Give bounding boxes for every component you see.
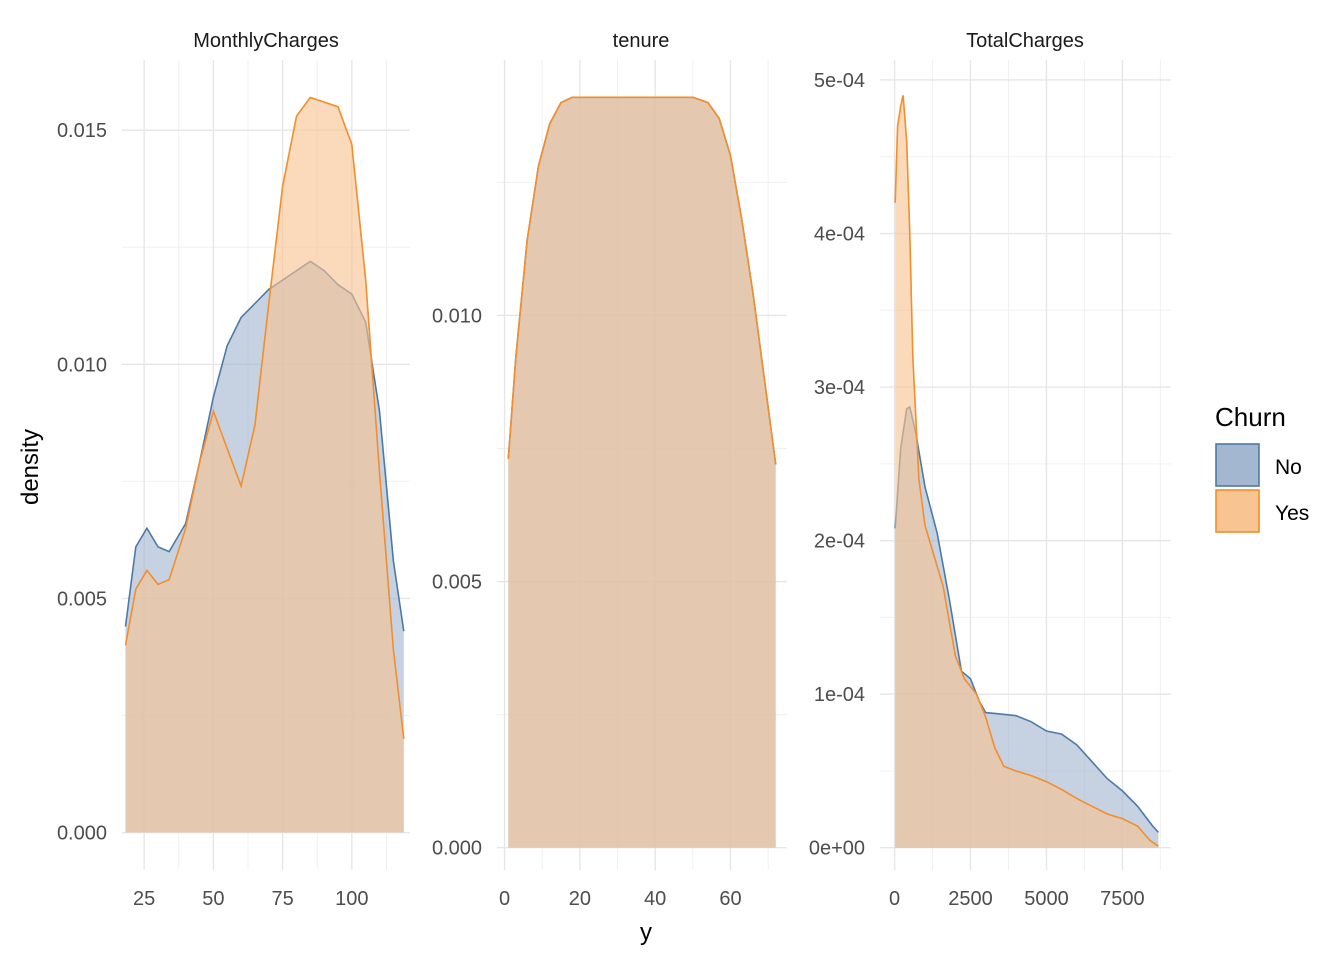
- density-line-yes: [894, 95, 1159, 847]
- x-tick-label: 5000: [1024, 888, 1069, 910]
- y-tick-label: 0.005: [57, 588, 107, 610]
- x-tick-label: 0: [889, 888, 900, 910]
- x-tick-label: 7500: [1100, 888, 1145, 910]
- legend-item-yes: Yes: [1215, 489, 1309, 533]
- legend-key-yes: [1215, 489, 1260, 533]
- plot-area-monthlycharges: 25 50 75 100 0.000 0.005 0.010 0.015: [57, 60, 410, 910]
- y-axis-title: density: [17, 429, 44, 505]
- panel-title-monthlycharges: MonthlyCharges: [193, 30, 339, 52]
- legend-item-no: No: [1215, 443, 1302, 487]
- panel-title-totalcharges: TotalCharges: [966, 30, 1084, 52]
- y-tick-label: 0.015: [57, 120, 107, 142]
- y-tick-label: 0.005: [432, 572, 482, 594]
- plot-area-tenure: 0 20 40 60 0.000 0.005 0.010: [432, 60, 787, 910]
- density-area-yes: [895, 95, 1159, 848]
- legend-key-no: [1215, 443, 1260, 487]
- x-tick-label: 20: [569, 888, 591, 910]
- x-tick-label: 0: [499, 888, 510, 910]
- panel-tenure: tenure: [613, 30, 670, 52]
- x-axis-title: y: [640, 919, 652, 946]
- x-tick-label: 75: [271, 888, 293, 910]
- x-tick-label: 60: [719, 888, 741, 910]
- y-tick-label: 0.000: [57, 823, 107, 845]
- x-tick-label: 50: [202, 888, 224, 910]
- y-tick-label: 0.000: [432, 838, 482, 860]
- y-tick-label: 4e-04: [814, 224, 865, 246]
- panel-title-tenure: tenure: [613, 30, 670, 52]
- x-tick-label: 2500: [948, 888, 993, 910]
- x-tick-label: 100: [335, 888, 368, 910]
- x-tick-label: 40: [644, 888, 666, 910]
- density-line-yes: [507, 96, 777, 465]
- plot-area-totalcharges: 0 2500 5000 7500 0e+00 1e-04 2e-04 3e-04 4e-04 5e…: [809, 60, 1171, 910]
- y-tick-label: 0.010: [57, 354, 107, 376]
- legend: Churn No Yes: [1215, 402, 1309, 533]
- legend-label-no: No: [1275, 456, 1302, 479]
- density-area-yes: [508, 97, 776, 848]
- panel-totalcharges: TotalCharges: [966, 30, 1084, 52]
- panel-monthlycharges: MonthlyCharges: [193, 30, 339, 52]
- y-tick-label: 3e-04: [814, 377, 865, 399]
- legend-title: Churn: [1215, 402, 1286, 432]
- y-tick-label: 0.010: [432, 305, 482, 327]
- y-tick-label: 0e+00: [809, 838, 865, 860]
- legend-label-yes: Yes: [1275, 502, 1309, 525]
- density-line-yes: [124, 96, 405, 739]
- x-tick-label: 25: [133, 888, 155, 910]
- y-tick-label: 1e-04: [814, 684, 865, 706]
- density-area-yes: [125, 97, 404, 833]
- y-tick-label: 2e-04: [814, 531, 865, 553]
- y-tick-label: 5e-04: [814, 70, 865, 92]
